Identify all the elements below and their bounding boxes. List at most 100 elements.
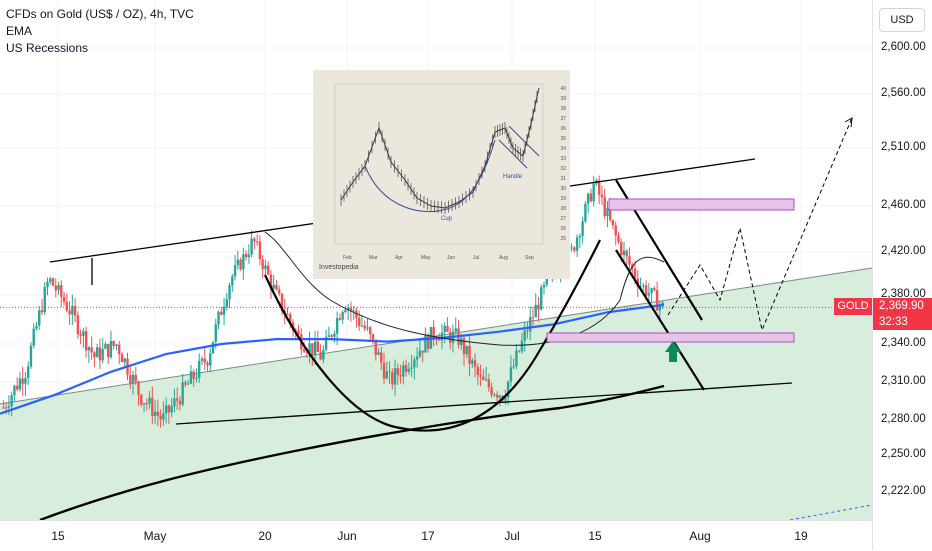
projected-path xyxy=(667,117,853,332)
candle-body-82 xyxy=(228,284,231,300)
legend-us-recessions[interactable]: US Recessions xyxy=(6,41,89,55)
candle-body-144 xyxy=(399,374,402,377)
candle-body-5 xyxy=(15,385,19,390)
candle-body-118 xyxy=(327,335,331,337)
candle-body-83 xyxy=(231,276,234,285)
projected-arrow-head xyxy=(844,117,853,128)
candle-body-15 xyxy=(43,287,46,313)
candle-body-113 xyxy=(313,341,317,356)
candle-body-2 xyxy=(7,406,11,408)
candle-body-109 xyxy=(302,349,306,352)
candle-body-37 xyxy=(104,344,107,349)
price-scale[interactable]: USD 2,600.00 2,560.00 2,510.00 2,460.00 2,42… xyxy=(872,0,932,550)
candle-body-158 xyxy=(437,339,441,341)
candle-body-122 xyxy=(338,318,342,320)
bar-countdown: 32:33 xyxy=(879,316,908,329)
candle-body-130 xyxy=(360,325,364,327)
legend-ema[interactable]: EMA xyxy=(6,24,33,38)
candle-body-218 xyxy=(603,197,606,217)
currency-button[interactable]: USD xyxy=(879,8,925,32)
legend: CFDs on Gold (US$ / OZ), 4h, TVC EMA US … xyxy=(6,6,194,57)
candle-body-42 xyxy=(118,344,121,355)
candle-body-174 xyxy=(482,376,485,380)
candle-body-219 xyxy=(606,208,609,217)
candle-body-79 xyxy=(220,311,223,315)
inset-y-tick: 25 xyxy=(560,236,566,242)
candle-body-9 xyxy=(27,366,30,378)
candle-body-104 xyxy=(289,314,292,323)
candle-body-141 xyxy=(391,372,394,385)
candle-body-126 xyxy=(349,307,353,311)
inset-y-tick: 35 xyxy=(560,136,566,142)
candle-body-93 xyxy=(258,241,262,260)
time-scale[interactable]: 15 May 20 Jun 17 Jul 15 Aug 19 xyxy=(0,520,872,551)
candle-body-52 xyxy=(145,403,149,405)
candle-body-54 xyxy=(151,397,154,417)
candle-body-39 xyxy=(109,341,113,358)
candle-body-1 xyxy=(4,407,8,409)
candle-body-183 xyxy=(506,381,510,398)
candle-body-95 xyxy=(264,265,267,270)
candle-body-190 xyxy=(526,330,529,332)
candle-body-210 xyxy=(581,221,584,236)
candle-body-195 xyxy=(540,287,543,310)
candle-body-0 xyxy=(2,407,5,409)
candle-body-171 xyxy=(473,360,477,367)
candle-body-3 xyxy=(10,395,13,407)
candle-body-159 xyxy=(440,332,444,341)
long-ema-line xyxy=(39,384,665,520)
candle-body-139 xyxy=(385,371,388,379)
candle-body-167 xyxy=(462,338,466,355)
candle-body-87 xyxy=(242,254,245,270)
candle-body-176 xyxy=(487,379,491,388)
candle-body-136 xyxy=(377,352,380,355)
candle-body-146 xyxy=(404,365,408,372)
candle-body-98 xyxy=(272,284,275,289)
candle-body-51 xyxy=(142,403,146,405)
candle-body-160 xyxy=(443,325,446,333)
candle-body-164 xyxy=(454,328,457,332)
candle-body-88 xyxy=(244,254,248,258)
inset-handle-label: Handle xyxy=(503,174,523,180)
candle-body-46 xyxy=(129,374,132,384)
candle-body-214 xyxy=(592,183,595,202)
candle-body-64 xyxy=(178,400,182,405)
candle-body-94 xyxy=(261,259,264,270)
candle-body-40 xyxy=(112,341,115,346)
candle-body-213 xyxy=(589,193,593,202)
candle-body-239 xyxy=(661,302,664,305)
candle-body-222 xyxy=(614,225,617,236)
price-chart[interactable] xyxy=(0,0,872,520)
candle-body-107 xyxy=(297,330,300,335)
candle-body-178 xyxy=(493,394,496,396)
candle-body-70 xyxy=(195,377,198,379)
inset-y-tick: 29 xyxy=(560,196,566,202)
candle-body-61 xyxy=(170,406,173,413)
candle-body-225 xyxy=(622,250,626,255)
candle-body-69 xyxy=(192,371,195,379)
inset-frame xyxy=(334,83,544,245)
candle-body-99 xyxy=(275,284,278,290)
candle-body-18 xyxy=(51,278,55,286)
chart-area[interactable]: CFDs on Gold (US$ / OZ), 4h, TVC EMA US … xyxy=(0,0,872,520)
inset-x-tick: Apr xyxy=(395,255,403,261)
candle-body-117 xyxy=(324,336,328,350)
candle-body-131 xyxy=(363,325,366,329)
candle-body-86 xyxy=(239,259,242,270)
candle-body-235 xyxy=(650,288,653,294)
candle-body-124 xyxy=(344,309,347,312)
candle-body-152 xyxy=(421,350,424,353)
inset-chart xyxy=(334,83,544,245)
inset-y-tick: 30 xyxy=(560,186,566,192)
ema-line xyxy=(0,303,665,415)
candle-body-22 xyxy=(62,296,66,303)
legend-symbol-title[interactable]: CFDs on Gold (US$ / OZ), 4h, TVC xyxy=(6,7,194,21)
candle-body-115 xyxy=(319,352,322,360)
inset-x-tick: Sep xyxy=(525,255,534,261)
candle-body-96 xyxy=(266,265,270,275)
candle-body-120 xyxy=(333,333,336,337)
investopedia-logo: Investopedia xyxy=(319,264,359,271)
candle-body-173 xyxy=(479,375,482,377)
candle-body-153 xyxy=(424,335,427,353)
cup-curve xyxy=(264,239,601,432)
